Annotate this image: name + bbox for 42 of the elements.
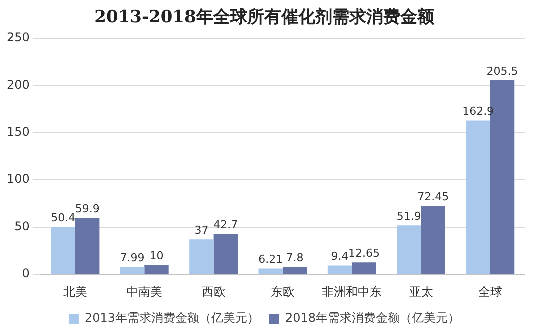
data-label: 50.4	[51, 211, 76, 224]
y-tick-label: 50	[14, 219, 30, 234]
x-tick-label: 中南美	[126, 284, 163, 299]
bar	[214, 234, 238, 274]
bar	[328, 266, 352, 274]
legend-label: 2013年需求消费金额（亿美元）	[84, 311, 260, 326]
data-label: 7.8	[286, 252, 304, 265]
x-tick-label: 东欧	[270, 284, 295, 299]
bar	[421, 206, 446, 274]
data-label: 12.65	[348, 247, 380, 260]
data-label: 6.21	[258, 253, 284, 266]
data-label: 37	[194, 224, 209, 237]
bar	[397, 226, 422, 274]
data-label: 7.99	[120, 251, 145, 264]
y-tick-label: 150	[7, 125, 30, 140]
data-label: 10	[150, 250, 164, 263]
bar	[466, 120, 490, 274]
chart-title: 2013-2018年全球所有催化剂需求消费金额	[94, 8, 436, 28]
data-label: 9.4	[331, 250, 349, 264]
bar	[51, 226, 76, 274]
x-tick-label: 亚太	[409, 284, 434, 299]
bar	[75, 218, 100, 274]
data-label: 51.9	[396, 210, 422, 223]
legend-label: 2018年需求消费金额（亿美元）	[286, 311, 460, 326]
bar	[282, 267, 308, 274]
bar	[120, 267, 145, 274]
y-tick-label: 200	[7, 78, 30, 92]
x-tick-label: 全球	[478, 284, 502, 299]
bar	[190, 240, 214, 274]
data-label: 205.5	[486, 64, 518, 78]
x-tick-label: 西欧	[202, 284, 226, 299]
data-label: 59.9	[75, 202, 100, 216]
data-label: 42.7	[214, 218, 238, 232]
y-tick-label: 100	[7, 172, 30, 186]
bar	[258, 268, 283, 274]
bar	[352, 262, 376, 274]
x-tick-label: 非洲和中东	[322, 284, 382, 299]
bar	[144, 265, 169, 274]
y-tick-label: 0	[22, 266, 30, 281]
x-tick-label: 北美	[63, 284, 88, 299]
data-label: 72.45	[418, 190, 450, 204]
y-tick-label: 250	[7, 30, 30, 45]
